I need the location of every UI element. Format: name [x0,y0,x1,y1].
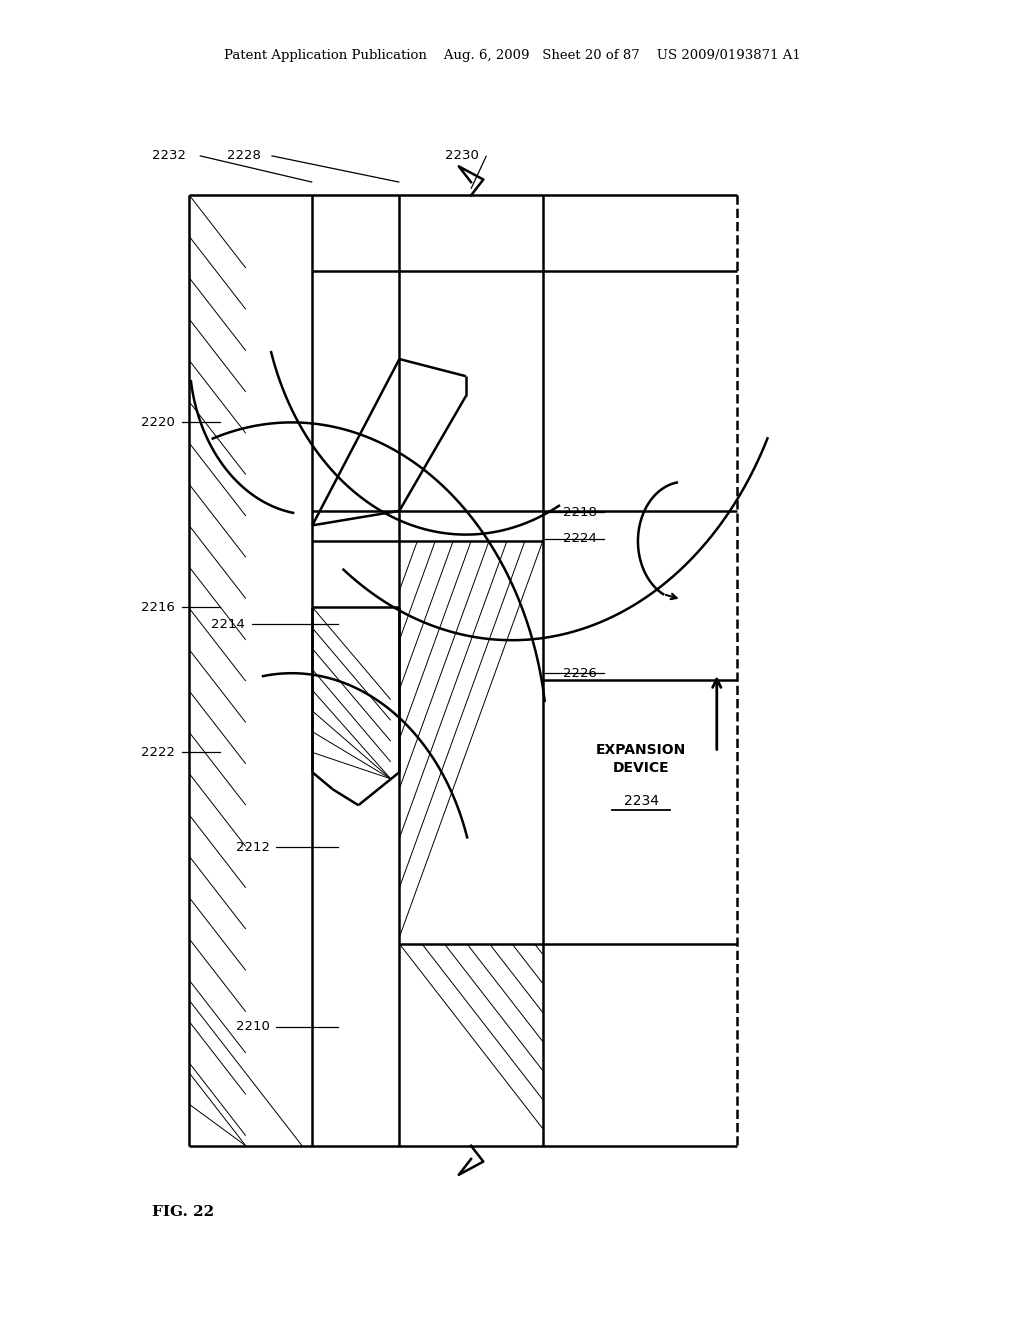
Text: 2226: 2226 [563,667,597,680]
Text: 2210: 2210 [236,1020,269,1034]
Text: 2216: 2216 [141,601,175,614]
Text: 2218: 2218 [563,506,597,519]
Text: 2212: 2212 [236,841,269,854]
Text: 2220: 2220 [141,416,175,429]
Text: 2232: 2232 [152,149,185,162]
Text: 2228: 2228 [227,149,261,162]
Text: FIG. 22: FIG. 22 [152,1205,214,1218]
Text: EXPANSION
DEVICE: EXPANSION DEVICE [596,743,686,775]
Text: 2224: 2224 [563,532,597,545]
Text: 2222: 2222 [141,746,175,759]
Text: 2214: 2214 [211,618,245,631]
Text: 2234: 2234 [624,795,658,808]
Text: Patent Application Publication    Aug. 6, 2009   Sheet 20 of 87    US 2009/01938: Patent Application Publication Aug. 6, 2… [223,49,801,62]
Text: 2230: 2230 [445,149,479,162]
